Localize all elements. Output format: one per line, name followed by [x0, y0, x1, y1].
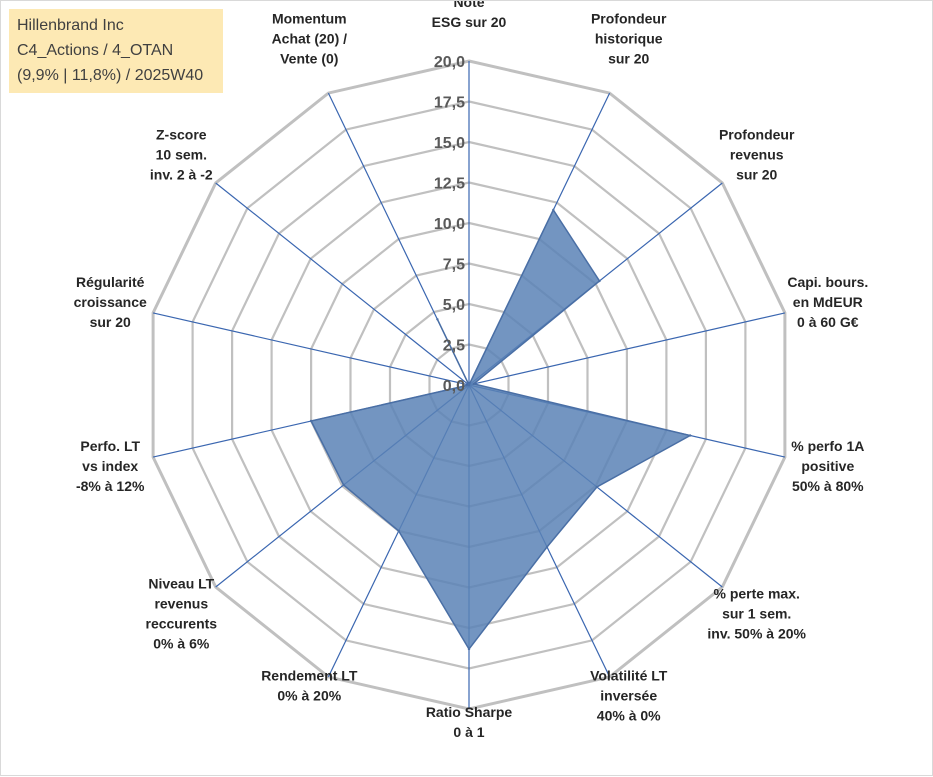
category-label-line: sur 1 sem. [722, 605, 791, 621]
category-label-line: inv. 2 à -2 [150, 167, 213, 183]
category-label: Profondeur revenus sur 20 [719, 127, 795, 183]
category-label-line: % perte max. [714, 585, 800, 601]
category-label-line: sur 20 [90, 314, 131, 330]
tick-label: 10,0 [434, 216, 465, 233]
info-company-name: Hillenbrand Inc [17, 17, 124, 34]
tick-label: 0,0 [443, 378, 465, 395]
category-label-line: 0 à 1 [453, 724, 484, 740]
category-label-line: sur 20 [736, 167, 777, 183]
info-portfolio: C4_Actions / 4_OTAN [17, 42, 174, 59]
category-label-line: Momentum [272, 10, 347, 26]
category-label-line: Niveau LT [148, 575, 214, 591]
category-label: Momentum Achat (20) / Vente (0) [272, 10, 348, 66]
category-label-line: Profondeur [719, 127, 795, 143]
category-label: Profondeur historique sur 20 [591, 10, 667, 66]
axis-spoke [468, 312, 786, 386]
category-label: Rendement LT 0% à 20% [261, 668, 358, 704]
info-box: Hillenbrand Inc C4_Actions / 4_OTAN (9,9… [9, 9, 223, 93]
category-label: Z-score 10 sem. inv. 2 à -2 [150, 127, 213, 183]
category-label-line: croissance [74, 294, 147, 310]
category-label-line: Note [453, 1, 484, 10]
series-point [595, 485, 599, 489]
category-label-line: vs index [82, 458, 138, 474]
category-label-line: revenus [154, 595, 208, 611]
category-label-line: Vente (0) [280, 50, 338, 66]
tick-label: 15,0 [434, 135, 465, 152]
category-label-line: % perfo 1A [791, 438, 864, 454]
category-label: Régularité croissance sur 20 [74, 274, 147, 330]
series-point [467, 383, 471, 387]
tick-label: 17,5 [434, 95, 465, 112]
category-label-line: Capi. bours. [787, 274, 868, 290]
category-labels: Note ESG sur 20 Profondeur historique sur 20… [74, 1, 869, 740]
info-performance-week: (9,9% | 11,8%) / 2025W40 [17, 67, 204, 84]
category-label-line: reccurents [146, 615, 218, 631]
series-point [467, 647, 471, 651]
series-point [436, 318, 439, 321]
category-label-line: Volatilité LT [590, 668, 668, 684]
tick-label: 2,5 [443, 338, 465, 355]
series-point [545, 545, 549, 549]
category-label-line: 40% à 0% [597, 708, 661, 724]
axis-spoke [152, 312, 470, 386]
radial-tick-labels: 0,0 2,5 5,0 7,5 10,0 12,5 15,0 17,5 20,0 [434, 54, 465, 395]
tick-label: 5,0 [443, 297, 465, 314]
category-label-line: historique [595, 30, 663, 46]
category-label-line: Achat (20) / [272, 30, 348, 46]
series-point [309, 419, 313, 423]
category-label: % perte max. sur 1 sem. inv. 50% à 20% [707, 585, 806, 641]
category-label: Niveau LT revenus reccurents 0% à 6% [146, 575, 218, 651]
radar-series-layer [309, 208, 693, 651]
category-label-line: 0% à 20% [277, 688, 341, 704]
category-label: Note ESG sur 20 [432, 1, 507, 30]
tick-label: 12,5 [434, 176, 465, 193]
category-label-line: ESG sur 20 [432, 14, 507, 30]
category-label: % perfo 1A positive 50% à 80% [791, 438, 864, 494]
category-label-line: -8% à 12% [76, 478, 145, 494]
series-area [309, 208, 693, 651]
category-label: Volatilité LT inversée 40% à 0% [590, 668, 668, 724]
category-label-line: 0 à 60 G€ [797, 314, 859, 330]
category-label-line: 10 sem. [156, 147, 207, 163]
category-label-line: sur 20 [608, 50, 649, 66]
category-label-line: 50% à 80% [792, 478, 864, 494]
category-label: Perfo. LT vs index -8% à 12% [76, 438, 145, 494]
category-label-line: Profondeur [591, 10, 667, 26]
category-label: Ratio Sharpe 0 à 1 [426, 704, 513, 740]
category-label-line: Perfo. LT [80, 438, 140, 454]
category-label-line: inv. 50% à 20% [707, 625, 806, 641]
category-label-line: Rendement LT [261, 668, 358, 684]
series-point [342, 483, 345, 487]
category-label-line: en MdEUR [793, 294, 863, 310]
category-label-line: revenus [730, 147, 784, 163]
axis-spoke [215, 182, 470, 386]
tick-label: 7,5 [443, 257, 465, 274]
series-point [598, 279, 601, 283]
category-label-line: positive [801, 458, 854, 474]
series-point [472, 382, 475, 386]
series-point [552, 208, 555, 212]
category-label-line: inversée [600, 688, 657, 704]
series-point [397, 529, 400, 533]
category-label-line: 0% à 6% [153, 635, 210, 651]
tick-label: 20,0 [434, 54, 465, 71]
category-label-line: Régularité [76, 274, 145, 290]
category-label-line: Ratio Sharpe [426, 704, 513, 720]
category-label: Capi. bours. en MdEUR 0 à 60 G€ [787, 274, 868, 330]
series-point [688, 434, 692, 437]
category-label-line: Z-score [156, 127, 207, 143]
